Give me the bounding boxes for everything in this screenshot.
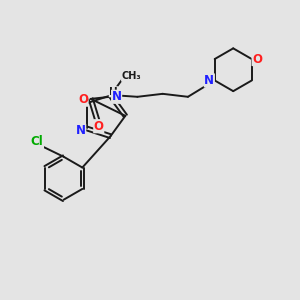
Text: N: N (76, 124, 86, 137)
Text: O: O (78, 93, 88, 106)
Text: N: N (112, 90, 122, 103)
Text: CH₃: CH₃ (122, 71, 141, 81)
Text: H: H (109, 87, 118, 97)
Text: Cl: Cl (31, 136, 44, 148)
Text: N: N (204, 74, 214, 87)
Text: O: O (252, 52, 262, 66)
Text: O: O (94, 120, 104, 133)
